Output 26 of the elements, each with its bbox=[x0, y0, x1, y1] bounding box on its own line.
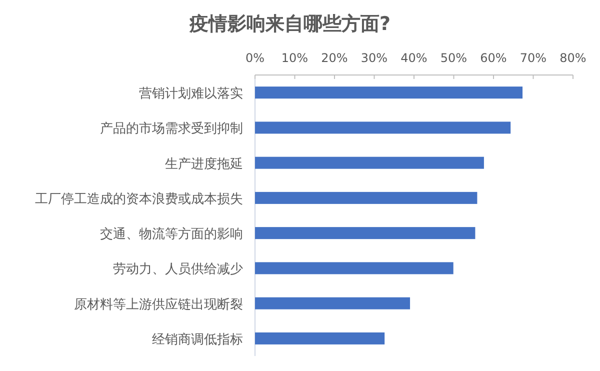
y-tick-label: 生产进度拖延 bbox=[165, 156, 243, 172]
bar bbox=[255, 122, 511, 134]
y-tick-label: 经销商调低指标 bbox=[152, 332, 243, 348]
bar bbox=[255, 227, 476, 240]
bar bbox=[255, 262, 454, 274]
bar bbox=[255, 297, 410, 310]
y-tick-label: 产品的市场需求受到抑制 bbox=[100, 122, 243, 137]
x-tick-label: 50% bbox=[440, 51, 468, 65]
y-tick-label: 营销计划难以落实 bbox=[139, 86, 243, 102]
x-tick-label: 40% bbox=[400, 51, 428, 65]
x-tick-label: 10% bbox=[281, 51, 308, 65]
bar bbox=[255, 86, 523, 99]
x-tick-label: 60% bbox=[480, 51, 507, 65]
y-tick-label: 原材料等上游供应链出现断裂 bbox=[74, 296, 243, 312]
y-tick-label: 交通、物流等方面的影响 bbox=[100, 226, 243, 242]
chart-title: 疫情影响来自哪些方面? bbox=[188, 13, 391, 35]
x-tick-label: 20% bbox=[321, 51, 348, 65]
x-tick-label: 80% bbox=[560, 51, 586, 65]
bar bbox=[255, 156, 484, 169]
bar bbox=[255, 332, 385, 344]
y-tick-label: 劳动力、人员供给减少 bbox=[113, 262, 243, 278]
y-tick-label: 工厂停工造成的资本浪费或成本损失 bbox=[35, 190, 243, 207]
x-tick-label: 0% bbox=[245, 51, 265, 65]
x-tick-label: 70% bbox=[520, 51, 547, 65]
x-tick-label: 30% bbox=[360, 51, 388, 65]
bar bbox=[255, 192, 478, 204]
